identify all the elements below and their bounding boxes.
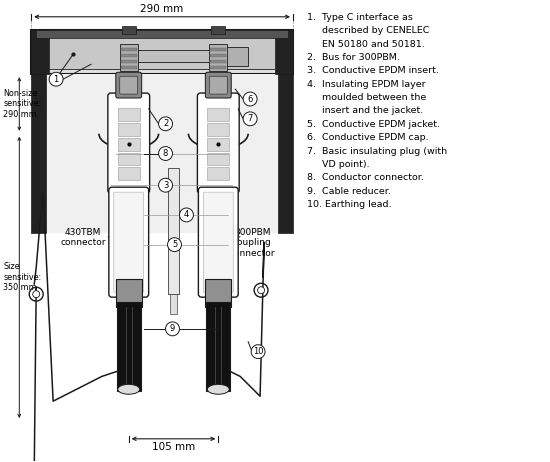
Text: EN 50180 and 50181.: EN 50180 and 50181. bbox=[307, 40, 425, 49]
Bar bbox=[118, 167, 140, 180]
Text: 8: 8 bbox=[163, 149, 168, 158]
Bar bbox=[31, 74, 46, 233]
Circle shape bbox=[33, 291, 40, 298]
Circle shape bbox=[166, 322, 179, 336]
Bar bbox=[31, 30, 293, 74]
Text: Size
sensitive:
350 mm: Size sensitive: 350 mm bbox=[3, 262, 42, 292]
FancyBboxPatch shape bbox=[205, 72, 231, 98]
Bar bbox=[36, 30, 288, 37]
Text: 2: 2 bbox=[163, 119, 168, 128]
FancyBboxPatch shape bbox=[199, 187, 238, 297]
Bar bbox=[121, 55, 137, 57]
FancyBboxPatch shape bbox=[116, 72, 142, 98]
Text: 5: 5 bbox=[172, 240, 177, 249]
Bar bbox=[118, 123, 140, 136]
Text: 6.  Conductive EPDM cap.: 6. Conductive EPDM cap. bbox=[307, 133, 428, 142]
Text: insert and the jacket.: insert and the jacket. bbox=[307, 106, 423, 116]
Text: 8.  Conductor connector.: 8. Conductor connector. bbox=[307, 173, 424, 182]
Circle shape bbox=[243, 112, 257, 126]
Text: 10: 10 bbox=[253, 347, 263, 356]
Bar bbox=[223, 47, 248, 67]
Text: 7: 7 bbox=[248, 114, 253, 123]
Circle shape bbox=[168, 238, 182, 252]
Text: 430TBM
connector: 430TBM connector bbox=[60, 228, 106, 247]
Text: 2.  Bus for 300PBM.: 2. Bus for 300PBM. bbox=[307, 53, 400, 62]
Circle shape bbox=[49, 72, 63, 86]
FancyBboxPatch shape bbox=[120, 76, 138, 94]
Bar bbox=[210, 43, 227, 71]
Circle shape bbox=[243, 92, 257, 106]
Bar bbox=[207, 138, 229, 151]
FancyBboxPatch shape bbox=[210, 76, 227, 94]
Bar bbox=[210, 55, 226, 57]
FancyBboxPatch shape bbox=[197, 93, 239, 193]
Text: 290 mm: 290 mm bbox=[140, 4, 183, 14]
Bar bbox=[169, 294, 178, 314]
Text: 5.  Conductive EPDM jacket.: 5. Conductive EPDM jacket. bbox=[307, 120, 440, 129]
Text: described by CENELEC: described by CENELEC bbox=[307, 26, 429, 35]
Bar bbox=[210, 67, 226, 69]
Text: 1: 1 bbox=[53, 75, 59, 84]
Bar bbox=[116, 280, 142, 307]
FancyBboxPatch shape bbox=[204, 192, 233, 292]
Circle shape bbox=[251, 345, 265, 359]
Ellipse shape bbox=[118, 384, 140, 394]
Bar bbox=[118, 138, 140, 151]
Bar bbox=[206, 302, 230, 391]
Circle shape bbox=[158, 146, 173, 160]
Text: VD point).: VD point). bbox=[307, 160, 370, 169]
Text: 4.  Insulating EPDM layer: 4. Insulating EPDM layer bbox=[307, 80, 426, 89]
Text: 9.  Cable reducer.: 9. Cable reducer. bbox=[307, 187, 390, 196]
Text: 300PBM
coupling
connector: 300PBM coupling connector bbox=[229, 228, 275, 258]
Bar bbox=[134, 50, 213, 62]
Bar bbox=[211, 26, 226, 34]
Bar bbox=[31, 30, 49, 74]
Text: 4: 4 bbox=[184, 210, 189, 219]
Bar bbox=[49, 30, 275, 69]
FancyBboxPatch shape bbox=[109, 187, 148, 297]
Text: 10. Earthing lead.: 10. Earthing lead. bbox=[307, 200, 392, 209]
Bar bbox=[207, 152, 229, 165]
Bar bbox=[210, 49, 226, 51]
Bar bbox=[205, 280, 231, 307]
Text: 105 mm: 105 mm bbox=[152, 442, 195, 452]
Text: 3: 3 bbox=[163, 181, 168, 190]
FancyBboxPatch shape bbox=[108, 93, 150, 193]
Bar bbox=[168, 168, 179, 294]
Text: 3.  Conductive EPDM insert.: 3. Conductive EPDM insert. bbox=[307, 67, 439, 75]
Bar bbox=[120, 43, 138, 71]
Bar bbox=[207, 108, 229, 121]
Bar bbox=[46, 74, 278, 233]
Bar bbox=[122, 26, 136, 34]
Bar bbox=[275, 30, 293, 74]
Bar bbox=[278, 74, 293, 233]
Bar bbox=[121, 49, 137, 51]
Circle shape bbox=[257, 287, 265, 294]
Circle shape bbox=[158, 117, 173, 131]
Bar bbox=[210, 61, 226, 63]
Circle shape bbox=[179, 208, 194, 222]
Text: 9: 9 bbox=[170, 324, 175, 334]
Bar bbox=[207, 123, 229, 136]
Bar bbox=[207, 167, 229, 180]
Circle shape bbox=[158, 178, 173, 192]
Text: 6: 6 bbox=[248, 95, 253, 103]
Bar bbox=[49, 30, 275, 69]
Text: Non-size
sensitive:
290 mm: Non-size sensitive: 290 mm bbox=[3, 89, 42, 119]
Text: 7.  Basic insulating plug (with: 7. Basic insulating plug (with bbox=[307, 146, 447, 156]
Text: 1.  Type C interface as: 1. Type C interface as bbox=[307, 13, 412, 22]
Bar bbox=[118, 152, 140, 165]
FancyBboxPatch shape bbox=[114, 192, 144, 292]
Bar bbox=[117, 302, 141, 391]
Bar bbox=[118, 108, 140, 121]
Text: moulded between the: moulded between the bbox=[307, 93, 426, 102]
Ellipse shape bbox=[207, 384, 229, 394]
Bar bbox=[121, 61, 137, 63]
Bar bbox=[121, 67, 137, 69]
